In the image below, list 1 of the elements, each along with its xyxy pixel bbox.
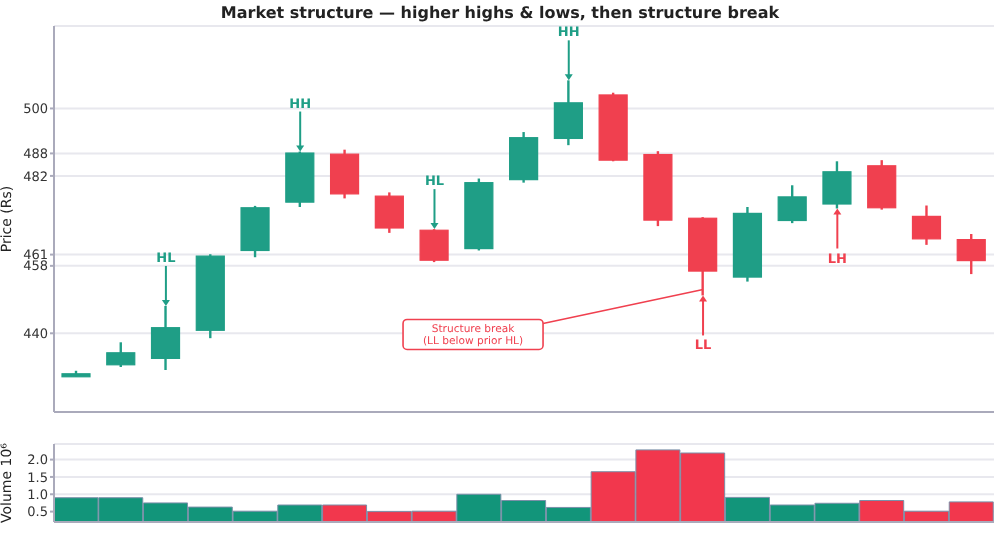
chart-title: Market structure — higher highs & lows, then structure break	[218, 4, 782, 22]
